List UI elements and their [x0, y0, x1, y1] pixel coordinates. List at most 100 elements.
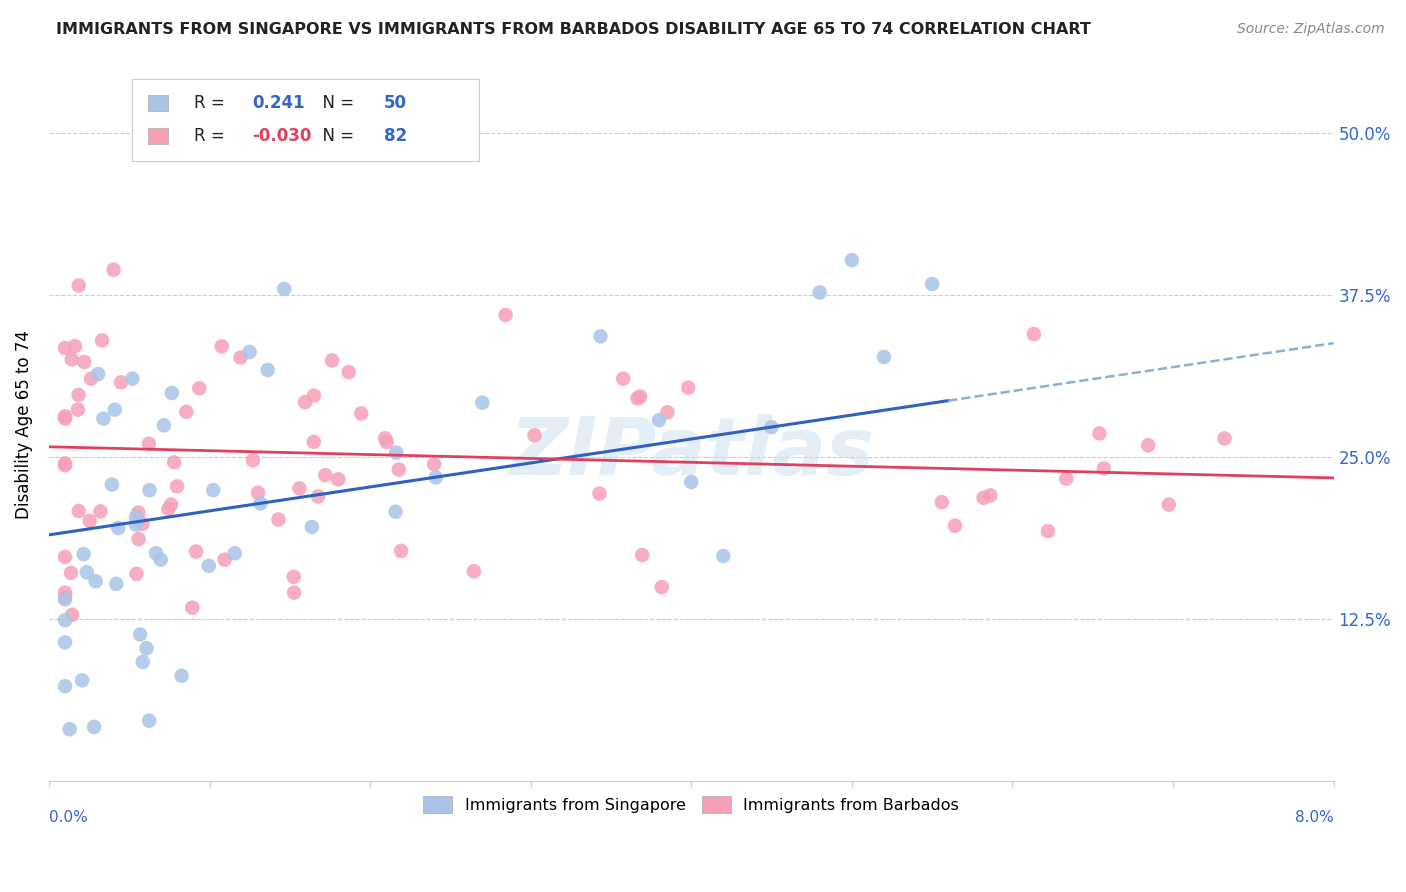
- Point: [149, 552, 172, 566]
- Text: ZIPatlas: ZIPatlas: [509, 414, 873, 492]
- Text: R =: R =: [194, 94, 231, 112]
- Point: [76, 566, 98, 580]
- Text: 82: 82: [384, 128, 408, 145]
- Point: [681, 475, 703, 489]
- Point: [214, 552, 236, 566]
- Point: [301, 520, 323, 534]
- Point: [1022, 327, 1045, 342]
- Point: [176, 405, 198, 419]
- Point: [138, 436, 160, 450]
- Point: [53, 458, 76, 473]
- Point: [841, 253, 863, 268]
- Point: [374, 431, 396, 445]
- Point: [211, 339, 233, 353]
- Point: [84, 574, 107, 589]
- Point: [657, 405, 679, 419]
- Text: R =: R =: [194, 128, 231, 145]
- Point: [160, 386, 183, 401]
- Point: [294, 395, 316, 409]
- Text: 0.0%: 0.0%: [49, 810, 87, 824]
- Point: [229, 351, 252, 365]
- Point: [238, 345, 260, 359]
- Point: [1036, 524, 1059, 538]
- Point: [53, 635, 76, 649]
- Point: [59, 722, 82, 736]
- Point: [110, 376, 132, 390]
- Point: [979, 488, 1001, 502]
- Point: [588, 486, 610, 500]
- Point: [921, 277, 943, 291]
- Text: 8.0%: 8.0%: [1295, 810, 1333, 824]
- Point: [302, 434, 325, 449]
- Point: [321, 353, 343, 368]
- Point: [66, 402, 89, 417]
- Point: [132, 655, 155, 669]
- Point: [125, 509, 148, 524]
- Point: [307, 490, 329, 504]
- Point: [314, 468, 336, 483]
- Text: N =: N =: [312, 128, 360, 145]
- Text: Source: ZipAtlas.com: Source: ZipAtlas.com: [1237, 22, 1385, 37]
- Point: [83, 720, 105, 734]
- Point: [197, 558, 219, 573]
- Point: [423, 457, 446, 471]
- Text: 50: 50: [384, 94, 408, 112]
- Point: [288, 482, 311, 496]
- Point: [375, 435, 398, 450]
- Point: [471, 395, 494, 409]
- Point: [873, 350, 896, 364]
- Point: [163, 455, 186, 469]
- Point: [612, 372, 634, 386]
- Point: [388, 462, 411, 476]
- Point: [184, 544, 207, 558]
- Text: -0.030: -0.030: [252, 128, 311, 145]
- Point: [626, 392, 648, 406]
- Point: [188, 381, 211, 395]
- Point: [973, 491, 995, 505]
- Point: [138, 714, 160, 728]
- Point: [91, 334, 114, 348]
- Point: [249, 496, 271, 510]
- Point: [166, 479, 188, 493]
- FancyBboxPatch shape: [132, 79, 479, 161]
- Point: [121, 371, 143, 385]
- Point: [761, 420, 783, 434]
- Point: [242, 453, 264, 467]
- Point: [267, 512, 290, 526]
- Point: [67, 504, 90, 518]
- Point: [129, 627, 152, 641]
- Point: [53, 679, 76, 693]
- Point: [651, 580, 673, 594]
- Point: [103, 262, 125, 277]
- Text: N =: N =: [312, 94, 360, 112]
- Point: [256, 363, 278, 377]
- Point: [80, 372, 103, 386]
- Point: [1157, 498, 1180, 512]
- Point: [157, 501, 180, 516]
- Point: [53, 591, 76, 605]
- FancyBboxPatch shape: [148, 128, 167, 144]
- Point: [495, 308, 517, 322]
- Point: [53, 585, 76, 599]
- Point: [105, 577, 128, 591]
- Point: [328, 472, 350, 486]
- Point: [153, 418, 176, 433]
- Legend: Immigrants from Singapore, Immigrants from Barbados: Immigrants from Singapore, Immigrants fr…: [418, 790, 966, 820]
- Point: [53, 549, 76, 564]
- Point: [128, 532, 150, 546]
- Point: [1054, 472, 1077, 486]
- Point: [384, 505, 406, 519]
- Point: [589, 329, 612, 343]
- Point: [247, 485, 270, 500]
- Point: [1092, 461, 1115, 475]
- Point: [931, 495, 953, 509]
- FancyBboxPatch shape: [148, 95, 167, 111]
- Point: [145, 546, 167, 560]
- Point: [59, 566, 82, 580]
- Point: [70, 673, 93, 688]
- Point: [350, 407, 373, 421]
- Point: [53, 613, 76, 627]
- Point: [125, 566, 148, 581]
- Point: [53, 411, 76, 425]
- Point: [79, 514, 101, 528]
